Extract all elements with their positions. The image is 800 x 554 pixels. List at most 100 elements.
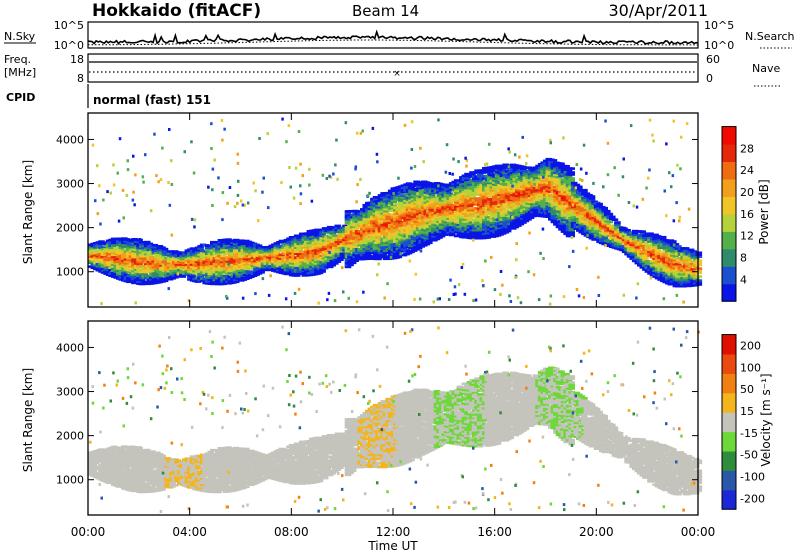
power-cell (649, 253, 657, 257)
power-cell (509, 227, 517, 230)
power-cell (565, 175, 573, 178)
power-cell (565, 214, 573, 218)
power-cell (448, 223, 456, 227)
power-cell (329, 238, 337, 241)
power-cell (380, 241, 387, 245)
power-cell (339, 252, 347, 256)
power-cell (451, 196, 459, 200)
power-cell (448, 219, 456, 223)
power-scatter (359, 177, 362, 181)
power-scatter (106, 190, 109, 194)
power-cell (296, 246, 303, 250)
power-cell (695, 281, 703, 284)
power-scatter (592, 181, 595, 185)
power-cell (349, 257, 357, 261)
power-cell (451, 208, 459, 211)
power-cell (695, 275, 703, 278)
power-cell (126, 246, 133, 250)
power-cell (210, 282, 217, 286)
power-cell (675, 263, 682, 266)
power-scatter (548, 302, 552, 306)
power-cell (395, 251, 403, 255)
noise-panel: N.Sky 10^5 10^0 10^5 10^0 N.Search (4, 19, 795, 52)
power-cell (138, 278, 146, 282)
power-cell (326, 255, 334, 259)
power-cell (459, 231, 466, 235)
power-cell (189, 247, 197, 250)
power-cell (647, 232, 654, 235)
power-scatter (280, 181, 283, 185)
power-cell (537, 184, 545, 188)
nave-label: Nave (752, 62, 780, 75)
power-cell (207, 268, 215, 272)
power-cell (143, 274, 151, 278)
power-scatter (519, 301, 523, 305)
power-scatter (604, 119, 607, 123)
power-cell (456, 181, 464, 185)
power-cell (466, 204, 474, 208)
power-cell (159, 256, 166, 259)
power-cell (515, 218, 522, 221)
power-cell (418, 189, 425, 193)
power-cell (680, 284, 687, 288)
power-scatter (91, 143, 95, 147)
power-cell (110, 255, 118, 259)
power-cell (365, 219, 372, 223)
power-cell (588, 195, 596, 198)
power-cell (550, 218, 558, 222)
power-cell (464, 178, 471, 182)
power-cell (448, 184, 456, 187)
freq-right-tick-bottom: 0 (706, 72, 713, 85)
power-cell (380, 231, 387, 235)
power-cell (362, 221, 370, 225)
power-cell (367, 227, 375, 230)
power-cell (418, 193, 425, 197)
power-cell (146, 254, 154, 258)
power-cell (222, 248, 230, 252)
power-cell (543, 185, 550, 188)
power-cell (570, 219, 578, 223)
power-cell (349, 225, 357, 229)
power-cell (222, 274, 230, 277)
power-cell (687, 248, 695, 252)
power-cell (225, 238, 232, 241)
power-cell (225, 244, 232, 247)
power-cell (138, 282, 146, 286)
power-cell (334, 224, 342, 228)
power-cell (372, 247, 380, 251)
power-cell (522, 181, 530, 185)
power-cell (337, 258, 344, 261)
power-cell (299, 254, 306, 257)
power-cell (387, 251, 395, 254)
power-cell (304, 240, 311, 243)
power-cell (464, 172, 471, 176)
noise-right-tick-top: 10^5 (704, 19, 734, 32)
power-scatter (153, 132, 156, 136)
power-scatter (310, 199, 314, 203)
power-scatter (237, 179, 240, 183)
power-cell (581, 188, 588, 192)
power-cell (512, 213, 520, 217)
power-cell (367, 239, 375, 242)
power-cell (410, 207, 418, 211)
power-cell (464, 220, 471, 223)
power-cell (639, 266, 647, 269)
power-scatter (444, 170, 448, 174)
power-cell (550, 165, 558, 168)
power-cell (690, 272, 697, 275)
power-cell (543, 179, 550, 183)
power-scatter (651, 133, 654, 137)
power-cell (464, 202, 471, 206)
station-title: Hokkaido (fitACF) (92, 1, 261, 21)
freq-panel-frame (87, 53, 699, 83)
power-cell (512, 168, 520, 171)
power-cell (329, 242, 337, 245)
date-title: 30/Apr/2011 (608, 1, 708, 20)
power-cell (568, 171, 575, 174)
power-cell (415, 246, 423, 250)
power-cell (372, 251, 380, 255)
power-cell (489, 201, 497, 205)
power-cell (415, 187, 423, 190)
power-cell (454, 234, 461, 238)
power-scatter (451, 172, 454, 176)
